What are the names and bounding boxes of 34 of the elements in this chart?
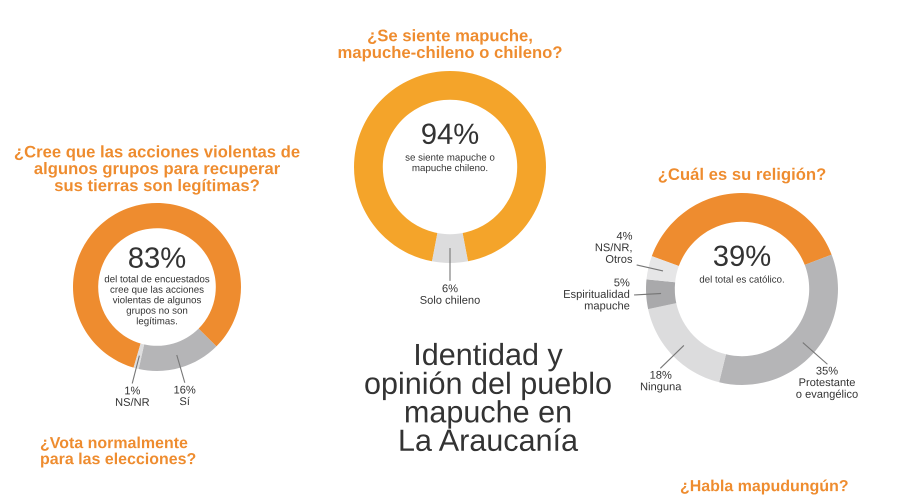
donut-slice — [73, 203, 241, 368]
data-label: 94% — [422, 123, 478, 144]
donut-slice — [652, 193, 832, 266]
data-label: 1% — [125, 386, 140, 394]
slice-label: Ninguna — [640, 382, 682, 393]
chart-title: ¿Cuál es su religión? — [658, 168, 826, 184]
data-label: 83% — [129, 247, 186, 268]
data-label: 5% — [614, 278, 630, 286]
slice-label: Espiritualidad mapuche — [564, 290, 630, 312]
data-label: 35% — [816, 366, 838, 375]
text: Identidad y opinión del pueblo mapuche en La Araucanía — [365, 342, 611, 452]
data-label: 4% — [616, 232, 632, 240]
data-label: 6% — [442, 284, 458, 292]
text: del total de encuestados cree que las acciones violentas de algunos grupos no son legítimas. — [104, 275, 210, 326]
data-label: 18% — [650, 370, 672, 379]
donut-slice — [648, 303, 726, 382]
donut-slice — [646, 256, 679, 282]
text: ¿Vota normalmente para las elecciones? — [40, 436, 196, 468]
slice-label: NS/NR, Otros — [596, 243, 632, 263]
slice-label: Sí — [180, 396, 190, 406]
data-label: 16% — [174, 386, 196, 394]
chart-title: ¿Cree que las acciones violentas de algunos grupos para recuperar sus tierras son legítimas? — [14, 145, 300, 195]
donut-slice — [432, 233, 468, 263]
donut-slice — [354, 71, 546, 262]
slice-label: NS/NR — [116, 398, 150, 406]
text: del total es católico. — [700, 275, 784, 283]
slice-label: Protestante o evangélico — [796, 378, 858, 400]
donut-slice — [646, 279, 676, 310]
donut-slice — [138, 328, 216, 371]
chart-title: ¿Se siente mapuche, mapuche-chileno o chileno? — [338, 29, 562, 62]
slice-label: Solo chileno — [420, 296, 480, 304]
data-label: 39% — [714, 245, 770, 266]
text: se siente mapuche o mapuche chileno. — [405, 154, 494, 174]
text: ¿Habla mapudungún? — [680, 479, 848, 495]
